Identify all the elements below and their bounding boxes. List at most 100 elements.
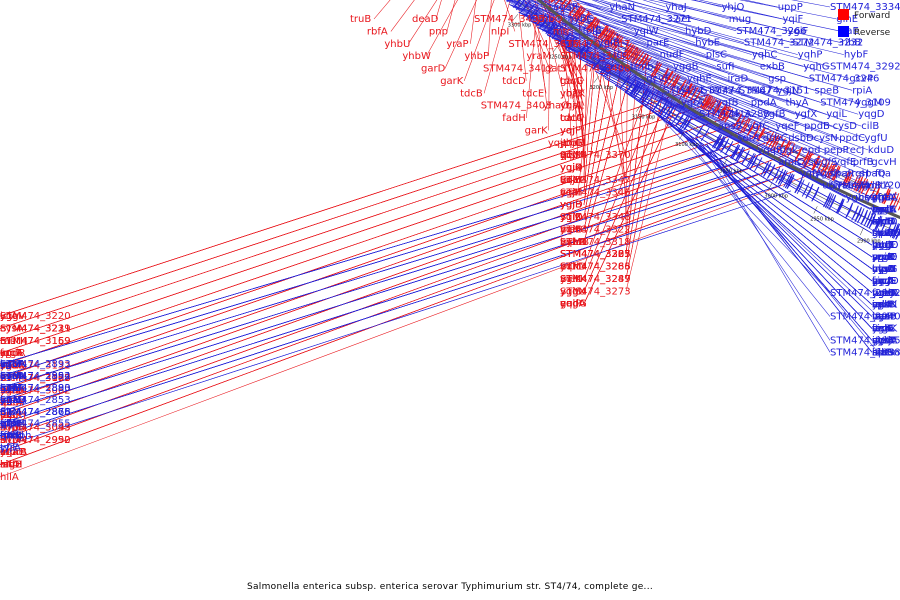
forward-gene-arrow	[733, 113, 743, 128]
forward-gene-arrow	[855, 176, 864, 192]
forward-gene-arrow	[586, 17, 598, 31]
reverse-gene-label: ygbe	[846, 193, 871, 204]
forward-gene-arrow	[787, 143, 796, 158]
forward-leader-line	[373, 0, 391, 20]
reverse-leader-line	[605, 77, 879, 234]
forward-gene-label: nupG	[560, 299, 587, 310]
kbp-tick-label: 3050 kbp	[719, 169, 743, 175]
reverse-gene-label: sipA	[872, 276, 893, 287]
forward-gene-label: cysA	[0, 324, 24, 335]
reverse-gene-label: gudT	[872, 335, 898, 346]
forward-gene-label: rpsU	[560, 150, 583, 161]
reverse-gene-arrow	[851, 205, 859, 221]
forward-gene-arrow	[558, 0, 567, 9]
reverse-gene-label: STM474_2893	[0, 359, 71, 370]
forward-gene-label: sdaC	[0, 361, 25, 372]
reverse-gene-label: ygeA	[872, 193, 897, 204]
reverse-gene-label: STM474_2883	[0, 383, 71, 394]
reverse-gene-label: ygfX	[795, 109, 818, 120]
forward-gene-arrow	[590, 19, 601, 34]
forward-gene-arrow	[613, 36, 624, 51]
reverse-gene-arrow	[747, 153, 756, 169]
reverse-gene-label: tyrA	[0, 443, 21, 454]
reverse-gene-label: hybF	[844, 50, 869, 61]
reverse-gene-arrow	[515, 0, 526, 11]
forward-gene-arrow	[746, 121, 756, 136]
forward-gene-label: yqjA	[560, 101, 582, 112]
reverse-gene-label: yqhG	[803, 62, 829, 73]
kbp-tick-mark	[723, 158, 728, 166]
forward-gene-label: hypA	[0, 435, 26, 446]
reverse-gene-label: hycG	[872, 264, 898, 275]
reverse-gene-label: ygaP	[872, 312, 896, 323]
reverse-gene-arrow	[592, 56, 603, 70]
reverse-gene-label: yqhP	[798, 50, 823, 61]
reverse-gene-label: ygdO	[872, 240, 899, 251]
reverse-gene-label: stdA	[872, 193, 894, 204]
reverse-gene-label: ygfA	[866, 193, 889, 204]
forward-gene-arrow	[632, 49, 642, 64]
forward-gene-arrow	[740, 117, 750, 132]
reverse-gene-arrow	[863, 211, 872, 227]
forward-leader-line	[0, 142, 794, 428]
forward-gene-arrow	[629, 47, 639, 62]
forward-gene-label: fucR	[0, 348, 22, 359]
reverse-gene-label: sicP	[872, 347, 892, 358]
forward-leader-line	[548, 0, 551, 131]
reverse-gene-label: hilC	[872, 347, 891, 358]
reverse-gene-label: ygfS	[815, 157, 837, 168]
forward-leader-line	[0, 124, 762, 391]
reverse-gene-label: hycF	[0, 359, 24, 370]
reverse-gene-label: mltB	[872, 300, 895, 311]
forward-gene-label: yqjM	[560, 150, 584, 161]
forward-gene-label: STM474_3323	[560, 249, 631, 260]
reverse-gene-label: tctD	[0, 395, 21, 406]
reverse-gene-label: gcvT	[646, 73, 671, 84]
gene-feature-arrows	[506, 0, 900, 242]
forward-gene-arrow	[605, 30, 616, 45]
kbp-tick-label: 2900 kbp	[857, 238, 881, 244]
reverse-gene-label: ygiF	[788, 26, 809, 37]
reverse-gene-arrow	[889, 222, 897, 238]
forward-gene-arrow	[721, 106, 730, 121]
reverse-leader-line	[506, 0, 716, 103]
forward-gene-label: iap	[0, 410, 15, 421]
reverse-gene-arrow	[630, 82, 640, 96]
reverse-gene-label: STM474_2935	[830, 335, 900, 346]
reverse-gene-label: STM474_2892	[0, 371, 71, 382]
reverse-gene-arrow	[766, 164, 776, 179]
forward-gene-arrow	[860, 179, 869, 194]
forward-gene-arrow	[832, 166, 841, 181]
reverse-leader-line	[528, 19, 865, 139]
reverse-gene-label: STM474_3172	[663, 85, 734, 96]
forward-gene-arrow	[575, 8, 586, 22]
reverse-gene-label: aroF	[0, 431, 22, 442]
forward-gene-arrow	[548, 0, 551, 2]
forward-gene-arrow	[704, 96, 714, 111]
reverse-gene-label: gcvH	[871, 157, 896, 168]
reverse-gene-label: kduD	[868, 145, 894, 156]
forward-gene-arrow	[765, 131, 774, 147]
reverse-gene-label: truD	[872, 228, 894, 239]
forward-gene-label: STM474_3287	[560, 274, 631, 285]
reverse-gene-arrow	[546, 22, 558, 36]
forward-gene-arrow	[669, 74, 679, 89]
reverse-gene-arrow	[724, 140, 734, 156]
reverse-gene-label: STM474_3292	[830, 62, 900, 73]
reverse-gene-label: hybC	[568, 14, 594, 25]
reverse-gene-label: gcvP	[849, 73, 873, 84]
reverse-gene-label: rplS	[0, 431, 20, 442]
reverse-gene-label: ygjN	[777, 85, 800, 96]
forward-gene-label: STM474_3436	[508, 39, 579, 50]
reverse-gene-label: nudF	[660, 50, 685, 61]
forward-gene-arrow	[580, 12, 591, 26]
forward-gene-label: STM474_3305	[560, 249, 631, 260]
reverse-gene-label: hypF	[0, 383, 25, 394]
reverse-gene-label: endph	[0, 431, 32, 442]
forward-gene-arrow	[864, 181, 873, 196]
reverse-gene-label: ygfU	[865, 133, 888, 144]
reverse-leader-line	[706, 143, 831, 353]
reverse-gene-arrow	[866, 212, 874, 228]
forward-gene-label: yggV	[0, 311, 26, 322]
forward-gene-label: STM474_3347	[560, 175, 631, 186]
